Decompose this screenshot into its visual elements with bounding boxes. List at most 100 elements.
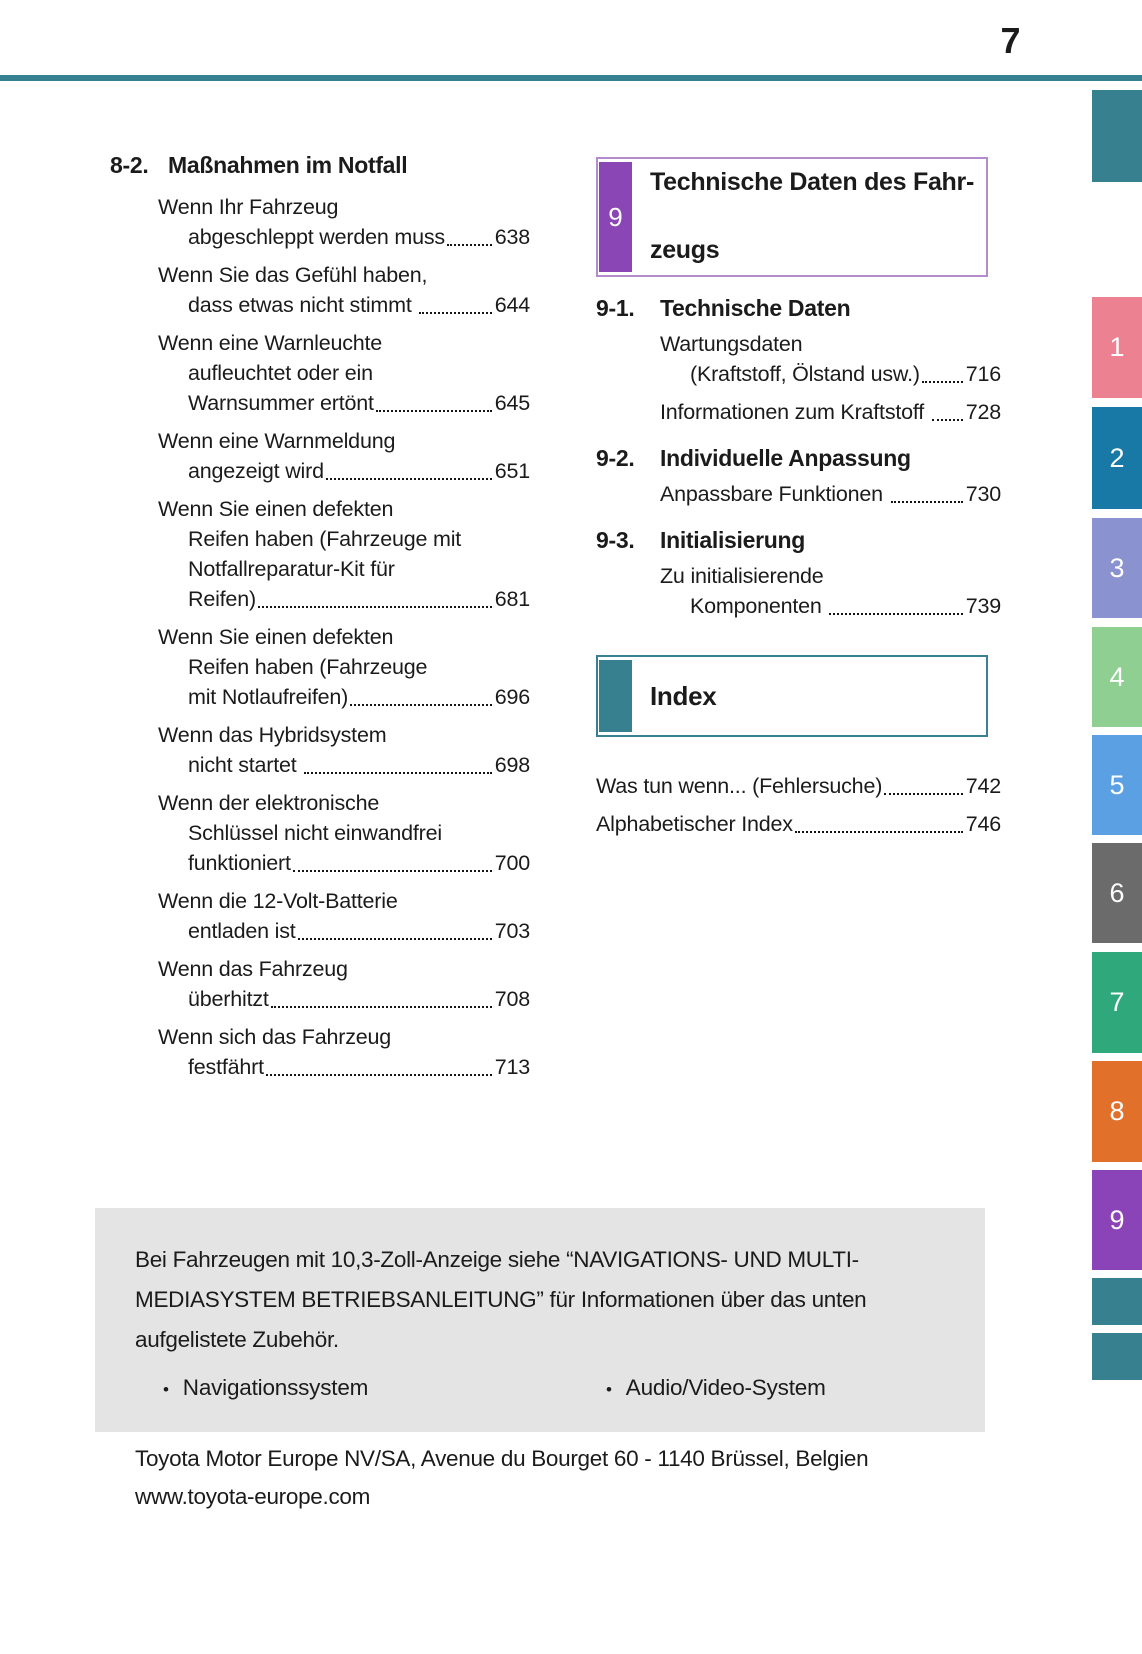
toc-entry-text: dass etwas nicht stimmt bbox=[188, 293, 418, 317]
section-number: 9-3. bbox=[596, 527, 635, 553]
chapter-tab-5: 5 bbox=[1092, 735, 1142, 835]
toc-entry: Wenn Sie einen defekten Reifen haben (Fah… bbox=[158, 494, 530, 614]
toc-entry-line: Zu initialisierende bbox=[660, 564, 824, 588]
section-heading: 9-3. Initialisierung bbox=[596, 525, 1001, 555]
chapter-9-title-box: 9 Technische Daten des Fahr- zeugs bbox=[596, 157, 988, 277]
toc-entry-line: funktioniert 700 bbox=[158, 848, 530, 878]
toc-entry-text: Komponenten bbox=[690, 594, 828, 618]
notice-bullet-label: Audio/Video-System bbox=[625, 1375, 826, 1400]
page-ref: 728 bbox=[965, 400, 1001, 424]
chapter-title-line: Technische Daten des Fahr- bbox=[650, 168, 974, 196]
notice-line: MEDIASYSTEM BETRIEBSANLEITUNG” für Infor… bbox=[135, 1287, 867, 1312]
toc-entry-text: angezeigt wird bbox=[188, 459, 324, 483]
toc-entry-text: Alphabetischer Index bbox=[596, 812, 793, 836]
toc-entry-list: Wartungsdaten (Kraftstoff, Ölstand usw.) 7… bbox=[660, 329, 1001, 427]
chapter-tab-blank bbox=[1092, 1333, 1142, 1380]
bullet-icon: • bbox=[163, 1380, 169, 1399]
toc-entry-line: Alphabetischer Index 746 bbox=[596, 809, 1001, 839]
dot-leader bbox=[265, 1074, 492, 1076]
section-heading: 8-2. Maßnahmen im Notfall bbox=[110, 150, 530, 180]
toc-entry-text: nicht startet bbox=[188, 753, 303, 777]
toc-entry-list: Zu initialisierende Komponenten 739 bbox=[660, 561, 1001, 621]
toc-entry: Wenn eine Warnleuchte aufleuchtet oder ei… bbox=[158, 328, 530, 418]
toc-entry-line: (Kraftstoff, Ölstand usw.) 716 bbox=[660, 359, 1001, 389]
toc-entry: Wenn das Hybridsystem nicht startet 698 bbox=[158, 720, 530, 780]
chapter-tab-2: 2 bbox=[1092, 407, 1142, 509]
toc-entry-line: Wartungsdaten bbox=[660, 332, 803, 356]
chapter-9-title: Technische Daten des Fahr- zeugs bbox=[650, 165, 974, 267]
page-ref: 638 bbox=[494, 225, 530, 249]
page-ref: 703 bbox=[494, 919, 530, 943]
page-ref: 681 bbox=[494, 587, 530, 611]
chapter-tab-3: 3 bbox=[1092, 518, 1142, 618]
toc-entry-text: Was tun wenn... (Fehlersuche) bbox=[596, 774, 883, 798]
index-title: Index bbox=[650, 680, 717, 711]
toc-entry-text: abgeschleppt werden muss bbox=[188, 225, 445, 249]
toc-entry: Wenn sich das Fahrzeug festfährt 713 bbox=[158, 1022, 530, 1082]
toc-entry-line: Wenn sich das Fahrzeug bbox=[158, 1025, 392, 1049]
toc-entry: Was tun wenn... (Fehlersuche) 742 bbox=[596, 771, 1001, 801]
toc-entry-text: überhitzt bbox=[188, 987, 269, 1011]
dot-leader bbox=[304, 772, 492, 774]
dot-leader bbox=[446, 244, 492, 246]
toc-entry-line: nicht startet 698 bbox=[158, 750, 530, 780]
toc-entry: Wenn Ihr Fahrzeug abgeschleppt werden mus… bbox=[158, 192, 530, 252]
toc-entry-line: Wenn Sie einen defekten bbox=[158, 497, 394, 521]
publisher-footer: Toyota Motor Europe NV/SA, Avenue du Bou… bbox=[135, 1440, 869, 1516]
index-tab bbox=[599, 660, 632, 732]
chapter-tab-7: 7 bbox=[1092, 952, 1142, 1053]
toc-entry-line: Wenn der elektronische bbox=[158, 791, 380, 815]
toc-entry: Wenn der elektronische Schlüssel nicht ei… bbox=[158, 788, 530, 878]
dot-leader bbox=[375, 410, 492, 412]
section-number: 9-1. bbox=[596, 295, 635, 321]
toc-entry: Wenn die 12-Volt-Batterie entladen ist 703 bbox=[158, 886, 530, 946]
section-heading: 9-1. Technische Daten bbox=[596, 293, 1001, 323]
toc-entry-line: Wenn das Fahrzeug bbox=[158, 957, 348, 981]
toc-entry-line: Reifen haben (Fahrzeuge bbox=[188, 655, 428, 679]
toc-right-column: 9 Technische Daten des Fahr- zeugs 9-1. T… bbox=[596, 142, 1001, 847]
toc-entry-line: angezeigt wird 651 bbox=[158, 456, 530, 486]
toc-entry-line: Warnsummer ertönt 645 bbox=[158, 388, 530, 418]
page-ref: 742 bbox=[965, 774, 1001, 798]
toc-entry-line: dass etwas nicht stimmt 644 bbox=[158, 290, 530, 320]
dot-leader bbox=[884, 793, 963, 795]
toc-entry-line: Wenn Sie einen defekten bbox=[158, 625, 394, 649]
notice-bullet-label: Navigationssystem bbox=[182, 1375, 369, 1400]
toc-entry-line: aufleuchtet oder ein bbox=[188, 361, 373, 385]
toc-entry-line: Reifen haben (Fahrzeuge mit bbox=[188, 527, 462, 551]
page-ref: 739 bbox=[965, 594, 1001, 618]
toc-entry-list: Wenn Ihr Fahrzeug abgeschleppt werden mus… bbox=[158, 192, 530, 1082]
dot-leader bbox=[325, 478, 492, 480]
dot-leader bbox=[829, 613, 963, 615]
notice-bullet-list: • Navigationssystem • Audio/Video-System bbox=[135, 1375, 965, 1401]
toc-entry: Wartungsdaten (Kraftstoff, Ölstand usw.) 7… bbox=[660, 329, 1001, 389]
publisher-address: Toyota Motor Europe NV/SA, Avenue du Bou… bbox=[135, 1446, 869, 1471]
toc-entry-text: (Kraftstoff, Ölstand usw.) bbox=[690, 362, 920, 386]
toc-entry-text: funktioniert bbox=[188, 851, 291, 875]
chapter-tab-1: 1 bbox=[1092, 297, 1142, 398]
section-number: 8-2. bbox=[110, 152, 149, 178]
dot-leader bbox=[257, 606, 492, 608]
dot-leader bbox=[292, 870, 492, 872]
toc-entry-line: Anpassbare Funktionen 730 bbox=[660, 479, 1001, 509]
page-ref: 713 bbox=[494, 1055, 530, 1079]
toc-entry-line: Informationen zum Kraftstoff 728 bbox=[660, 397, 1001, 427]
toc-entry-text: mit Notlaufreifen) bbox=[188, 685, 349, 709]
dot-leader bbox=[419, 312, 492, 314]
page-ref: 644 bbox=[494, 293, 530, 317]
publisher-website: www.toyota-europe.com bbox=[135, 1484, 371, 1509]
notice-bullet-item: • Audio/Video-System bbox=[606, 1375, 826, 1401]
toc-entry-line: Wenn das Hybridsystem bbox=[158, 723, 387, 747]
toc-entry-line: Reifen) 681 bbox=[158, 584, 530, 614]
toc-entry-line: Schlüssel nicht einwandfrei bbox=[188, 821, 442, 845]
section-title: Initialisierung bbox=[660, 527, 806, 553]
notice-bullet-item: • Navigationssystem bbox=[163, 1375, 606, 1401]
toc-entry-list: Anpassbare Funktionen 730 bbox=[660, 479, 1001, 509]
notice-text: Bei Fahrzeugen mit 10,3-Zoll-Anzeige sie… bbox=[135, 1240, 965, 1360]
index-entry-list: Was tun wenn... (Fehlersuche) 742 Alphabet… bbox=[596, 771, 1001, 839]
page-ref: 696 bbox=[494, 685, 530, 709]
page-ref: 716 bbox=[965, 362, 1001, 386]
toc-entry: Informationen zum Kraftstoff 728 bbox=[660, 397, 1001, 427]
chapter-tab-4: 4 bbox=[1092, 627, 1142, 727]
chapter-tab-blank bbox=[1092, 90, 1142, 182]
